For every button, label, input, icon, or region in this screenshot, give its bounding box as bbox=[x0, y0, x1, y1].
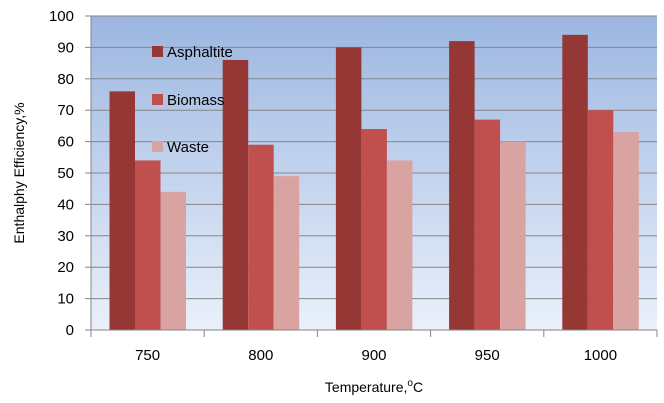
legend-label-waste: Waste bbox=[167, 139, 209, 156]
y-tick-label: 60 bbox=[57, 134, 74, 151]
y-tick-label: 30 bbox=[57, 228, 74, 245]
bar-biomass-800 bbox=[248, 144, 274, 330]
x-axis-title-superscript: o bbox=[407, 378, 413, 389]
y-tick-label: 40 bbox=[57, 196, 74, 213]
bar-asphaltite-1000 bbox=[562, 34, 588, 331]
bar-biomass-900 bbox=[361, 129, 387, 330]
bars bbox=[109, 34, 639, 331]
y-tick-label: 80 bbox=[57, 71, 74, 88]
y-tick-labels: 0 10 20 30 40 50 60 70 80 90 100 bbox=[49, 8, 74, 339]
legend-swatch-waste bbox=[152, 141, 163, 152]
y-tick-label: 10 bbox=[57, 291, 74, 308]
bar-waste-1000 bbox=[613, 132, 639, 330]
bar-asphaltite-900 bbox=[335, 47, 362, 331]
bar-asphaltite-800 bbox=[222, 59, 249, 331]
y-tick-label: 70 bbox=[57, 102, 74, 119]
bar-biomass-750 bbox=[135, 160, 161, 330]
x-axis-title-unit: C bbox=[413, 379, 423, 395]
x-tick-label: 900 bbox=[361, 347, 386, 364]
legend-swatch-biomass bbox=[152, 94, 163, 105]
legend-label-biomass: Biomass bbox=[167, 92, 225, 109]
legend: Asphaltite Biomass Waste bbox=[152, 44, 233, 156]
x-axis-title: Temperature,oC bbox=[325, 378, 423, 395]
axes bbox=[85, 15, 658, 337]
bar-waste-750 bbox=[160, 191, 186, 330]
legend-label-asphaltite: Asphaltite bbox=[167, 44, 233, 61]
x-axis-title-text: Temperature, bbox=[325, 379, 407, 395]
bar-biomass-950 bbox=[474, 119, 501, 331]
y-axis-title: Enthalphy Efficiency,% bbox=[11, 102, 27, 243]
x-tick-label: 1000 bbox=[584, 347, 617, 364]
bar-asphaltite-750 bbox=[109, 91, 135, 330]
bar-waste-800 bbox=[273, 176, 300, 330]
y-tick-label: 90 bbox=[57, 39, 74, 56]
bar-biomass-1000 bbox=[587, 110, 614, 330]
y-tick-label: 0 bbox=[66, 322, 74, 339]
x-tick-label: 950 bbox=[475, 347, 500, 364]
x-tick-label: 800 bbox=[248, 347, 273, 364]
y-tick-label: 20 bbox=[57, 259, 74, 276]
y-tick-label: 100 bbox=[49, 8, 74, 25]
bar-asphaltite-950 bbox=[449, 41, 475, 331]
y-tick-label: 50 bbox=[57, 165, 74, 182]
legend-swatch-asphaltite bbox=[152, 46, 163, 57]
bar-waste-900 bbox=[386, 160, 413, 330]
x-tick-label: 750 bbox=[135, 347, 160, 364]
bar-waste-950 bbox=[500, 141, 526, 330]
x-tick-labels: 750 800 900 950 1000 bbox=[135, 347, 617, 364]
